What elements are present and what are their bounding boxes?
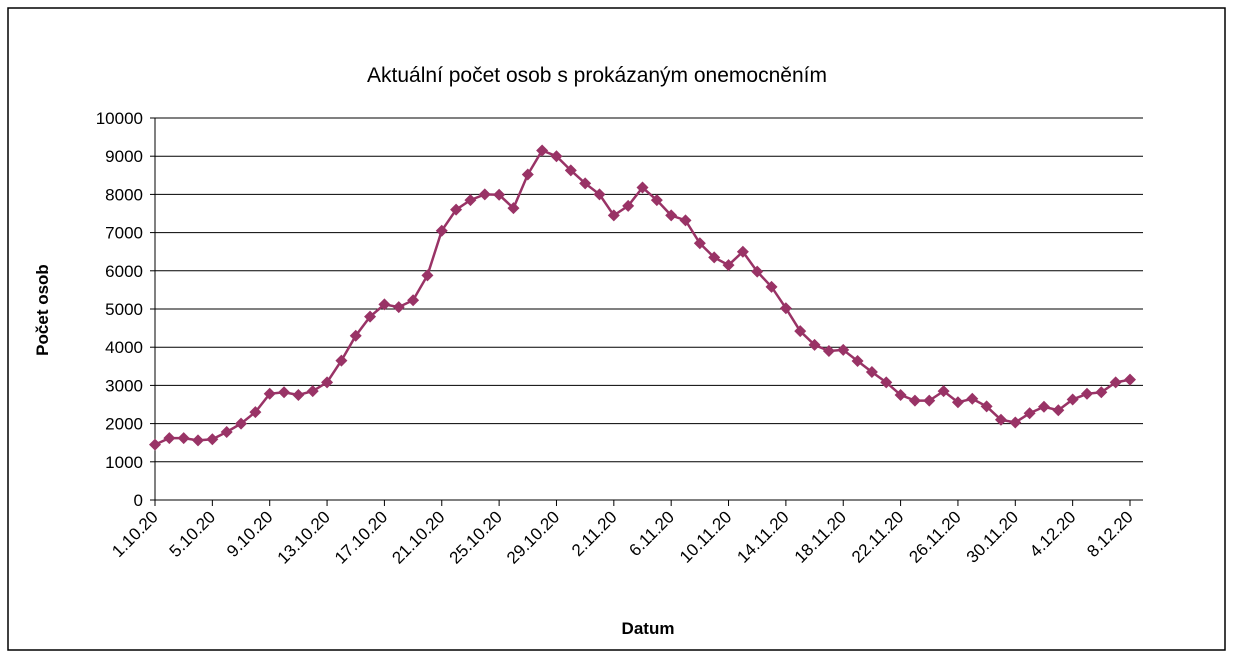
marker	[292, 388, 305, 401]
marker	[1066, 393, 1079, 406]
chart-frame	[7, 7, 1226, 651]
marker	[679, 214, 692, 227]
marker	[378, 298, 391, 311]
marker	[1080, 387, 1093, 400]
marker	[622, 199, 635, 212]
marker	[951, 396, 964, 409]
marker	[1037, 400, 1050, 413]
y-tick-label: 5000	[105, 300, 143, 319]
marker	[550, 150, 563, 163]
marker	[636, 181, 649, 194]
marker	[865, 366, 878, 379]
marker	[1109, 376, 1122, 389]
chart-title: Aktuální počet osob s prokázaným onemocn…	[367, 64, 827, 87]
y-tick-label: 6000	[105, 262, 143, 281]
marker	[994, 413, 1007, 426]
marker	[349, 329, 362, 342]
marker	[1095, 386, 1108, 399]
marker	[579, 177, 592, 190]
marker	[1124, 373, 1136, 386]
marker	[822, 345, 835, 358]
marker	[206, 433, 219, 446]
marker	[1009, 416, 1022, 429]
y-tick-label: 8000	[105, 185, 143, 204]
y-tick-label: 1000	[105, 453, 143, 472]
marker	[650, 194, 663, 207]
marker	[364, 310, 377, 323]
y-tick-label: 10000	[96, 109, 143, 128]
marker	[1052, 404, 1065, 417]
marker	[464, 194, 477, 207]
marker	[564, 164, 577, 177]
marker	[980, 400, 993, 413]
y-tick-label: 9000	[105, 147, 143, 166]
y-tick-label: 2000	[105, 415, 143, 434]
marker	[937, 385, 950, 398]
marker	[908, 394, 921, 407]
marker	[149, 438, 161, 451]
marker	[521, 168, 534, 181]
marker	[507, 202, 520, 215]
marker	[966, 392, 979, 405]
y-tick-label: 7000	[105, 224, 143, 243]
y-tick-label: 4000	[105, 338, 143, 357]
marker	[722, 259, 735, 272]
marker	[192, 434, 205, 447]
marker	[808, 338, 821, 351]
y-axis-label: Počet osob	[33, 264, 52, 356]
x-axis-label: Datum	[622, 619, 675, 638]
marker	[421, 269, 434, 282]
marker	[837, 343, 850, 356]
marker	[593, 188, 606, 201]
marker	[536, 144, 549, 157]
marker	[249, 406, 262, 419]
marker	[493, 188, 506, 201]
marker	[278, 386, 291, 399]
marker	[736, 245, 749, 258]
marker	[708, 251, 721, 264]
y-tick-label: 3000	[105, 376, 143, 395]
marker	[392, 301, 405, 314]
marker	[880, 376, 893, 389]
marker	[894, 388, 907, 401]
marker	[607, 209, 620, 222]
marker	[450, 203, 463, 216]
marker	[923, 394, 936, 407]
marker	[435, 224, 448, 237]
marker	[321, 376, 334, 389]
marker	[851, 354, 864, 367]
marker	[1023, 407, 1036, 420]
marker	[163, 432, 176, 445]
marker	[235, 417, 248, 430]
marker	[263, 387, 276, 400]
marker	[478, 188, 491, 201]
marker	[177, 432, 190, 445]
marker	[779, 302, 792, 315]
marker	[765, 280, 778, 293]
marker	[665, 209, 678, 222]
marker	[335, 354, 348, 367]
marker	[751, 265, 764, 278]
y-tick-label: 0	[134, 491, 143, 510]
marker	[693, 237, 706, 250]
marker	[794, 325, 807, 338]
marker	[306, 385, 319, 398]
marker	[407, 294, 420, 307]
marker	[220, 426, 233, 439]
